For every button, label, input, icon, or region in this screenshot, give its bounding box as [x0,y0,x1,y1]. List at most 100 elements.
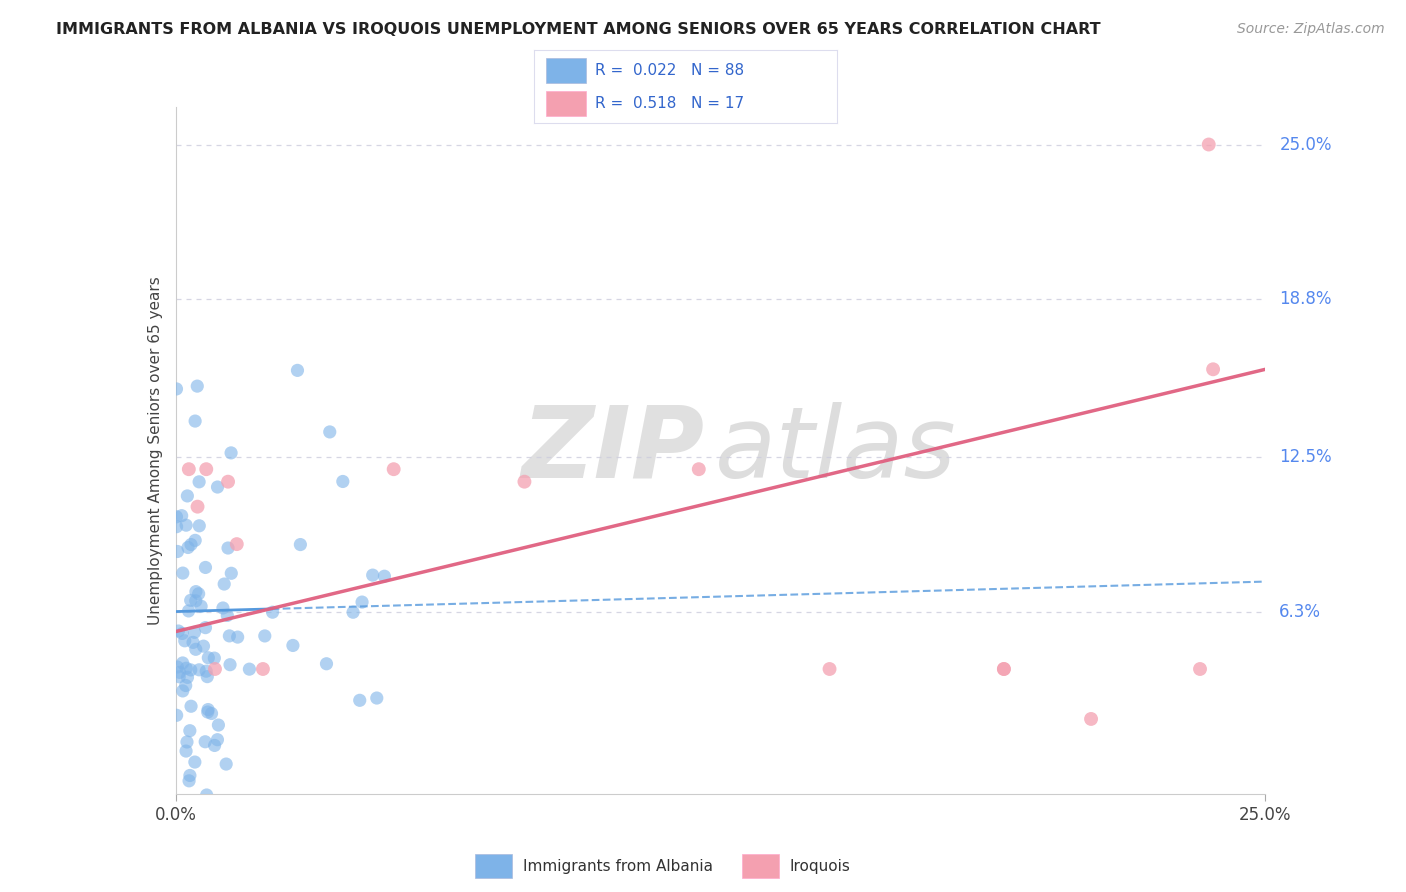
Point [184,414,207,428]
Point [361,568,384,582]
Point [172,684,194,698]
Text: R =  0.022   N = 88: R = 0.022 N = 88 [595,63,744,78]
Point [177,541,200,555]
Text: atlas: atlas [716,402,956,499]
Point [190,599,212,614]
Point [194,735,217,749]
Point [180,699,202,714]
Text: Immigrants from Albania: Immigrants from Albania [523,859,713,873]
Point [290,537,312,551]
Bar [742,855,779,878]
Point [176,489,198,503]
Point [169,665,191,680]
Point [176,735,198,749]
Point [188,475,211,489]
Point [179,723,201,738]
Point [373,569,395,583]
Point [167,624,190,638]
Point [167,670,190,684]
Bar [547,91,586,116]
Text: Source: ZipAtlas.com: Source: ZipAtlas.com [1237,22,1385,37]
Point [219,566,242,581]
Point [208,810,231,824]
Point [180,537,202,551]
Point [174,678,197,692]
Point [194,621,217,635]
Point [993,662,1015,676]
Point [166,519,188,533]
Point [315,657,337,671]
Point [332,475,354,489]
Point [217,541,239,555]
Text: Iroquois: Iroquois [790,859,851,873]
Point [172,656,194,670]
Point [818,662,841,676]
Point [166,708,188,723]
Point [183,625,205,640]
Point [217,475,239,489]
Point [252,662,274,676]
Point [184,584,207,599]
Point [218,629,240,643]
Point [207,480,229,494]
Point [174,744,197,758]
Point [176,670,198,684]
Point [319,425,342,439]
Text: 12.5%: 12.5% [1279,448,1331,466]
Point [195,670,218,684]
Y-axis label: Unemployment Among Seniors over 65 years: Unemployment Among Seniors over 65 years [148,277,163,624]
Point [186,379,208,393]
Point [200,706,222,721]
Point [1198,137,1220,152]
Point [349,693,371,707]
Point [197,650,219,665]
Point [184,533,207,548]
Point [219,446,242,460]
Text: R =  0.518   N = 17: R = 0.518 N = 17 [595,95,744,111]
Point [366,691,388,706]
Point [1202,362,1225,376]
Point [172,566,194,580]
Point [195,788,218,802]
Point [177,604,200,618]
Point [238,662,260,676]
Text: IMMIGRANTS FROM ALBANIA VS IROQUOIS UNEMPLOYMENT AMONG SENIORS OVER 65 YEARS COR: IMMIGRANTS FROM ALBANIA VS IROQUOIS UNEM… [56,22,1101,37]
Point [166,382,188,396]
Text: 25.0%: 25.0% [1279,136,1331,153]
Point [207,732,229,747]
Point [342,605,364,619]
Point [174,661,197,675]
Point [204,739,226,753]
Point [173,633,195,648]
Point [195,462,218,476]
Text: ZIP: ZIP [522,402,704,499]
Point [177,773,200,788]
Point [226,630,249,644]
Point [177,462,200,476]
Point [215,757,238,772]
Point [179,768,201,782]
Point [212,577,235,591]
Point [166,544,188,558]
Point [188,663,211,677]
Point [1189,662,1212,676]
Bar [475,855,512,878]
Point [200,795,222,809]
Point [197,702,219,716]
Point [195,664,218,678]
Point [204,662,226,676]
Point [166,660,188,674]
Point [281,639,304,653]
Point [166,509,188,524]
Point [212,601,235,615]
Point [186,500,209,514]
Point [180,593,202,607]
Point [217,608,239,623]
Point [1080,712,1102,726]
Point [287,363,309,377]
Point [184,755,207,769]
Point [352,595,374,609]
Point [513,475,536,489]
Point [193,639,215,653]
Point [382,462,405,476]
